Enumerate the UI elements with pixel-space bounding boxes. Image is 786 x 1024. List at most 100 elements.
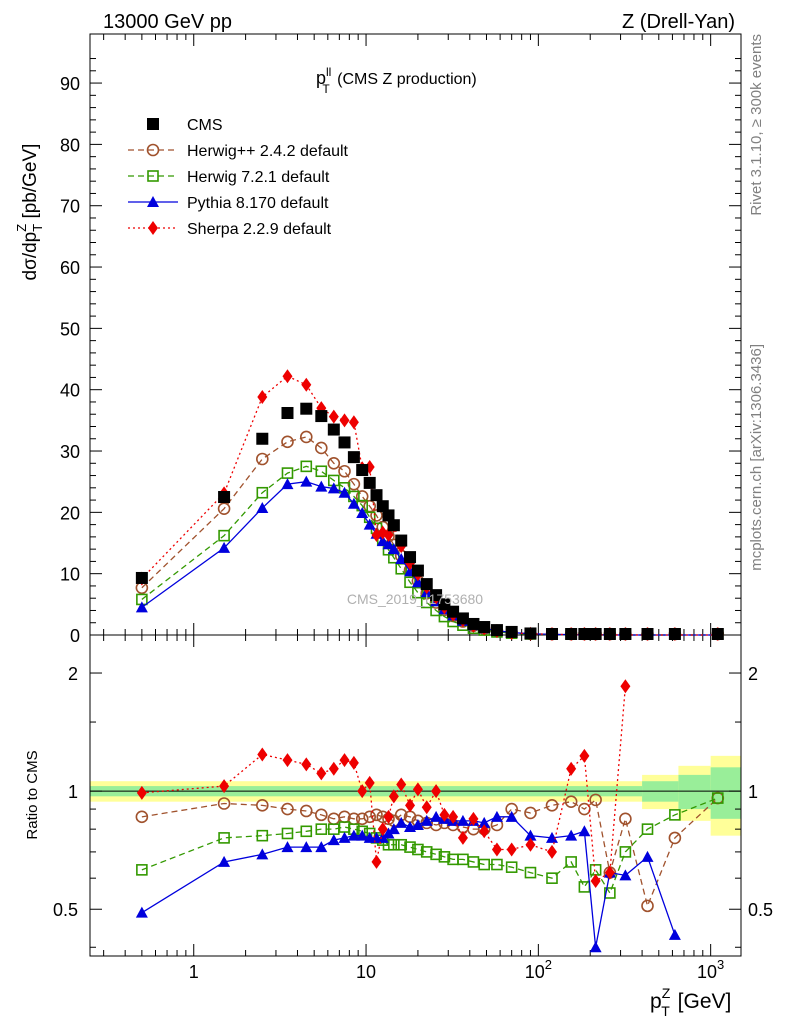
ratio-point-herwig-2-4-2-default xyxy=(135,810,149,824)
ratio-point-herwig-2-4-2-default xyxy=(370,808,383,822)
ratio-point-herwig-2-4-2-default xyxy=(217,797,231,810)
ratio-band-inner-hi xyxy=(678,774,711,810)
legend-marker-cms xyxy=(147,118,159,130)
ratio-ylabel: Ratio to CMS xyxy=(24,750,41,839)
ratio-point-herwig-7-2-1-default xyxy=(524,866,537,879)
y-tick-label-ratio-right: 1 xyxy=(748,782,758,802)
ratio-point-pythia-8-170-default xyxy=(619,869,632,881)
header-left: 13000 GeV pp xyxy=(103,11,232,33)
ratio-point-sherpa-2-2-9-default xyxy=(506,842,517,857)
ratio-point-pythia-8-170-default xyxy=(218,855,231,867)
data-point-herwig-2-4-2-default xyxy=(315,441,328,455)
data-point-cms xyxy=(711,628,724,640)
legend-label-sherpa-2-2-9-default: Sherpa 2.2.9 default xyxy=(187,221,332,238)
x-tick-label-base: 1 xyxy=(189,962,199,982)
ratio-point-sherpa-2-2-9-default xyxy=(364,775,375,790)
ratio-point-sherpa-2-2-9-default xyxy=(377,822,388,837)
ratio-point-sherpa-2-2-9-default xyxy=(328,761,339,776)
data-point-sherpa-2-2-9-default xyxy=(339,413,350,428)
data-point-herwig-7-2-1-default xyxy=(315,465,328,478)
ratio-point-herwig-7-2-1-default xyxy=(338,821,351,833)
ratio-point-pythia-8-170-default xyxy=(338,831,351,843)
ratio-point-sherpa-2-2-9-default xyxy=(219,779,230,794)
data-point-cms xyxy=(347,451,360,464)
data-point-sherpa-2-2-9-default xyxy=(282,369,293,384)
data-point-cms xyxy=(135,571,148,584)
y-tick-label-main: 0 xyxy=(70,626,80,646)
y-tick-label-ratio-right: 2 xyxy=(748,664,758,684)
legend-label-pythia-8-170-default: Pythia 8.170 default xyxy=(187,195,329,212)
data-point-herwig-2-4-2-default xyxy=(347,477,361,491)
data-point-cms xyxy=(603,628,616,640)
x-tick-label-base: 10 xyxy=(697,962,717,982)
ratio-point-herwig-7-2-1-default xyxy=(256,829,269,842)
ratio-point-pythia-8-170-default xyxy=(641,850,654,862)
data-point-cms xyxy=(619,628,632,640)
data-point-pythia-8-170-default xyxy=(315,480,328,492)
ratio-point-herwig-7-2-1-default xyxy=(388,838,400,851)
ratio-point-sherpa-2-2-9-default xyxy=(468,811,479,826)
ratio-point-sherpa-2-2-9-default xyxy=(371,854,382,869)
data-point-pythia-8-170-default xyxy=(356,506,369,518)
ratio-point-herwig-7-2-1-default xyxy=(491,858,503,871)
ratio-point-pythia-8-170-default xyxy=(589,941,602,953)
ratio-point-pythia-8-170-default xyxy=(315,841,328,853)
ratio-point-sherpa-2-2-9-default xyxy=(448,809,459,824)
ratio-point-sherpa-2-2-9-default xyxy=(491,842,502,857)
data-point-cms xyxy=(387,519,400,532)
rivet-label: Rivet 3.1.10, ≥ 300k events xyxy=(748,34,765,216)
ratio-point-herwig-7-2-1-default xyxy=(281,827,294,840)
data-point-cms xyxy=(478,621,491,634)
ratio-point-sherpa-2-2-9-default xyxy=(525,837,536,852)
header-right: Z (Drell-Yan) xyxy=(622,11,735,33)
data-point-pythia-8-170-default xyxy=(218,541,231,553)
data-point-cms xyxy=(589,628,602,640)
data-point-cms xyxy=(327,423,340,436)
ratio-point-sherpa-2-2-9-default xyxy=(383,809,394,824)
ratio-point-sherpa-2-2-9-default xyxy=(579,748,590,763)
ratio-point-pythia-8-170-default xyxy=(565,829,578,841)
ratio-point-pythia-8-170-default xyxy=(256,848,269,860)
svg-text:pZT [GeV]: pZ T [GeV] xyxy=(650,985,731,1019)
ratio-point-herwig-7-2-1-default xyxy=(565,856,577,868)
data-point-cms xyxy=(376,500,389,513)
y-tick-label-main: 50 xyxy=(60,319,80,339)
ratio-point-herwig-7-2-1-default xyxy=(218,832,230,844)
ratio-point-herwig-2-4-2-default xyxy=(524,806,537,820)
data-point-herwig-2-4-2-default xyxy=(338,464,351,478)
ratio-point-pythia-8-170-default xyxy=(135,906,148,918)
data-point-cms xyxy=(395,534,408,547)
ratio-series xyxy=(135,679,725,953)
ratio-point-herwig-7-2-1-default xyxy=(641,823,654,835)
data-point-cms xyxy=(578,628,591,640)
ratio-point-pythia-8-170-default xyxy=(578,825,591,837)
data-point-cms xyxy=(456,612,469,625)
ratio-point-pythia-8-170-default xyxy=(281,841,294,853)
ratio-point-pythia-8-170-default xyxy=(524,829,537,841)
data-point-cms xyxy=(218,491,231,504)
data-point-cms xyxy=(256,432,269,445)
ratio-point-sherpa-2-2-9-default xyxy=(604,865,615,880)
data-point-pythia-8-170-default xyxy=(300,475,313,487)
y-tick-label-ratio-left: 2 xyxy=(68,664,78,684)
main-ylabel: dσ/dpTZ [pb/GeV] xyxy=(14,144,45,281)
data-point-pythia-8-170-default xyxy=(256,502,269,514)
legend-label-cms: CMS xyxy=(187,117,223,134)
data-point-cms xyxy=(447,605,460,618)
ratio-point-pythia-8-170-default xyxy=(420,814,433,826)
ratio-point-herwig-2-4-2-default xyxy=(299,804,313,818)
source-label: mcplots.cern.ch [arXiv:1306.3436] xyxy=(748,344,765,571)
ratio-point-pythia-8-170-default xyxy=(356,829,369,841)
ratio-point-herwig-7-2-1-default xyxy=(578,881,591,893)
ratio-point-herwig-7-2-1-default xyxy=(404,841,416,853)
ratio-point-herwig-7-2-1-default xyxy=(300,825,313,838)
data-point-cms xyxy=(490,624,503,637)
main-title-sub: T xyxy=(322,82,330,96)
x-tick-label-exp: 2 xyxy=(545,957,552,972)
data-point-cms xyxy=(281,406,294,419)
legend-marker-herwig-7-2-1-default xyxy=(147,170,159,182)
ratio-point-pythia-8-170-default xyxy=(376,831,389,843)
data-point-cms xyxy=(430,589,443,602)
ratio-line-herwig-2-4-2-default xyxy=(141,797,719,908)
